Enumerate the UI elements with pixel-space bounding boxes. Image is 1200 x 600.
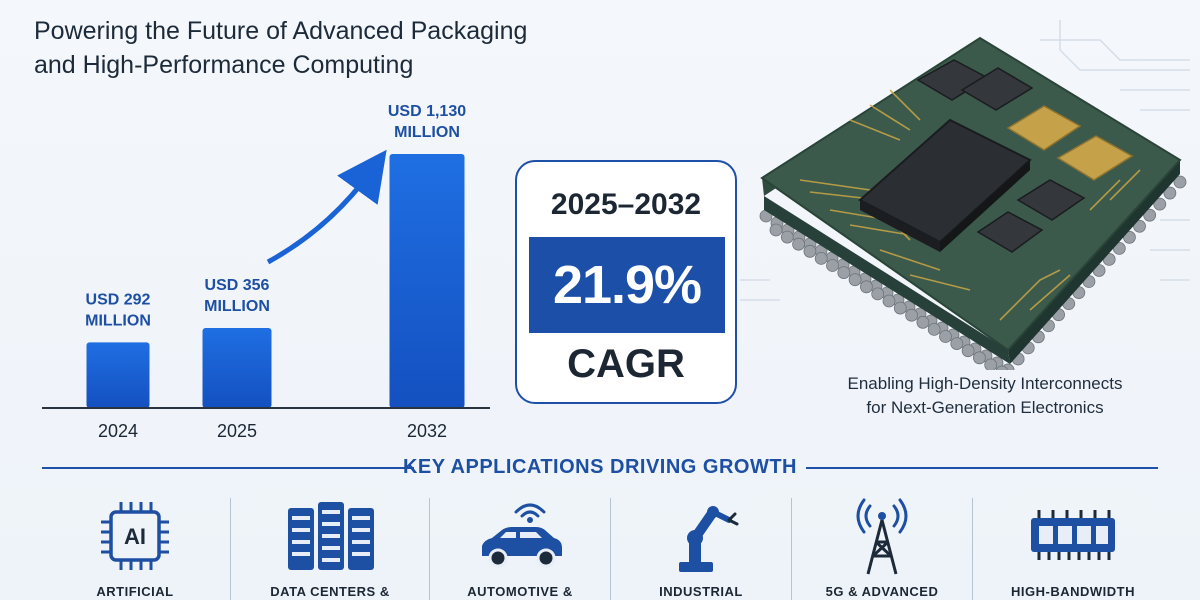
market-size-bar-chart: USD 292 MILLION 2024 USD 356 MILLION 2025 USD … [42,103,490,441]
app-item-5g: 5G & ADVANCED [792,498,972,600]
app-item-automotive: AUTOMOTIVE & [430,498,610,600]
data-label-2025-2: MILLION [204,298,270,315]
data-label-2024-1: USD 292 [86,291,151,308]
solder-ball [972,351,986,365]
solder-ball [871,287,885,301]
connected-car-icon [482,503,562,568]
solder-ball [769,223,783,237]
solder-ball [1133,219,1146,233]
solder-ball [950,337,964,351]
solder-ball [814,251,828,265]
app-label-automotive: AUTOMOTIVE & [467,584,573,599]
solder-ball [984,358,998,370]
tick-label-2024: 2024 [98,421,138,441]
solder-ball [803,244,817,258]
tick-label-2025: 2025 [217,421,257,441]
title-line-2: and High-Performance Computing [34,51,414,79]
svg-text:AI: AI [124,524,146,549]
solder-ball [1123,230,1136,244]
solder-ball [995,365,1009,370]
bar-2025 [202,327,272,408]
app-divider [230,498,231,600]
bar-2024 [86,342,150,408]
solder-ball [780,230,794,244]
memory-module-icon [1031,510,1115,560]
solder-ball [1173,175,1187,189]
solder-ball [882,294,896,308]
app-label-5g: 5G & ADVANCED [825,584,939,599]
app-divider [972,498,973,600]
app-item-high-bandwidth: HIGH-BANDWIDTH [973,498,1173,600]
cagr-card: 2025–2032 21.9% CAGR [515,160,737,404]
solder-ball [1153,197,1167,211]
data-label-2024-2: MILLION [85,312,151,329]
applications-row: AI ARTIFICIAL DATA CENTERS & [40,498,1200,600]
app-divider [429,498,430,600]
solder-ball [848,273,862,287]
app-label-ai: ARTIFICIAL [96,584,174,599]
chip-caption-line-2: for Next-Generation Electronics [866,398,1104,417]
data-label-2032-2: MILLION [394,124,460,141]
solder-ball [893,301,907,315]
growth-arrow [266,149,387,265]
app-divider [610,498,611,600]
section-rule-right [806,467,1158,469]
cagr-period: 2025–2032 [550,188,702,221]
solder-ball [1163,186,1177,200]
robot-arm-icon [679,506,739,572]
cagr-value: 21.9% [529,237,725,333]
app-label-industrial: INDUSTRIAL [659,584,743,599]
app-label-high-bandwidth: HIGH-BANDWIDTH [1011,584,1135,599]
ai-chip-icon: AI [101,502,169,570]
app-label-data-centers: DATA CENTERS & [270,584,390,599]
applications-heading: KEY APPLICATIONS DRIVING GROWTH [402,456,798,478]
solder-ball [961,344,975,358]
chip-package-illustration [740,20,1190,370]
solder-ball [939,330,952,343]
page-title: Powering the Future of Advanced Packagin… [34,14,634,82]
tick-label-2032: 2032 [407,421,447,441]
solder-ball [837,266,851,280]
chip-caption-line-1: Enabling High-Density Interconnects [847,374,1123,393]
cagr-label: CAGR [567,342,685,386]
app-item-industrial: INDUSTRIAL [611,498,791,600]
solder-ball [916,315,930,329]
solder-ball [860,280,873,294]
solder-ball [826,259,839,272]
antenna-tower-icon [856,498,908,575]
solder-ball [1143,208,1157,222]
solder-ball [792,237,805,251]
data-label-2032-1: USD 1,130 [388,103,466,120]
solder-ball [905,308,919,322]
section-rule-left [42,467,414,469]
app-divider [791,498,792,600]
chip-caption: Enabling High-Density Interconnects for … [770,372,1200,420]
data-label-2025-1: USD 356 [205,277,270,294]
title-line-1: Powering the Future of Advanced Packagin… [34,17,528,45]
bar-2032 [389,154,465,408]
app-item-ai: AI ARTIFICIAL [40,498,230,600]
app-item-data-centers: DATA CENTERS & [231,498,429,600]
solder-ball [927,322,941,336]
server-rack-icon [288,502,374,570]
gold-die [1006,105,1082,151]
